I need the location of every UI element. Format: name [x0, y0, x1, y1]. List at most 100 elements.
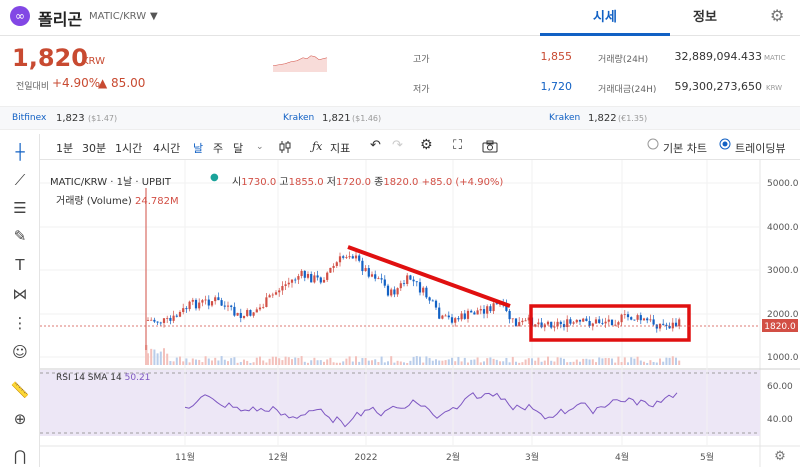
candlestick [399, 280, 402, 292]
exchange-name[interactable]: Kraken [549, 113, 581, 123]
candlestick [338, 252, 342, 267]
low-label: 저가 [413, 85, 430, 95]
function-icon[interactable]: ƒx [312, 140, 323, 153]
volume-bar [521, 362, 524, 365]
pattern-icon[interactable]: ⋈ [12, 285, 28, 303]
volume-bar [329, 357, 332, 365]
fullscreen-icon[interactable]: ⛶ [453, 138, 463, 153]
volume-legend-value: 24.782M [134, 196, 179, 207]
candlestick [396, 287, 399, 297]
candlestick [454, 316, 457, 327]
volume-bar [332, 362, 335, 365]
volume-bar [147, 353, 149, 365]
crosshair-icon[interactable]: ┼ [15, 143, 25, 161]
interval-week[interactable]: 주 [213, 142, 224, 155]
chevron-down-icon[interactable]: ⌄ [256, 142, 264, 152]
brush-icon[interactable]: ✎ [13, 227, 27, 245]
magnet-icon[interactable]: ⋂ [13, 447, 27, 465]
candlestick [486, 304, 489, 319]
price-axis-tick: 2000.0 [767, 310, 799, 320]
candlestick [457, 315, 460, 322]
basic-chart-label[interactable]: 기본 차트 [663, 142, 707, 155]
volume-bar [588, 359, 591, 365]
radio-basic-chart[interactable] [647, 138, 659, 153]
tab-market-price[interactable]: 시세 [540, 6, 670, 36]
coin-name[interactable]: 폴리곤 [38, 10, 83, 29]
candlestick [642, 317, 646, 321]
candlestick [239, 308, 242, 323]
candlestick [319, 276, 322, 285]
zoom-in-icon[interactable]: ⊕ [13, 410, 27, 428]
radio-tradingview[interactable] [719, 138, 731, 153]
exchange-name[interactable]: Kraken [283, 113, 315, 123]
candlestick [518, 317, 521, 327]
interval-1m[interactable]: 1분 [56, 142, 74, 155]
volume-bar [483, 361, 485, 365]
interval-month[interactable]: 달 [233, 142, 244, 155]
volume-bar [607, 358, 610, 365]
candlestick [553, 321, 556, 332]
candlestick [332, 263, 335, 273]
exchange-usd: (€1.35) [618, 114, 648, 123]
volume-bar [342, 361, 345, 365]
candlestick [294, 277, 297, 284]
volume-bar [617, 356, 620, 365]
volume-bar [671, 356, 674, 365]
volume-bar [515, 361, 517, 365]
volume-bar [236, 362, 239, 365]
ruler-icon[interactable]: 📏 [10, 381, 30, 399]
interval-1h[interactable]: 1시간 [115, 142, 143, 155]
change-value: +85.0 (+4.90%) [421, 177, 504, 188]
volume-bar [659, 358, 661, 365]
volume-bar [374, 359, 377, 365]
candlestick [159, 321, 162, 326]
candlestick [374, 270, 377, 282]
time-axis-tick: 12월 [268, 451, 288, 463]
amount-unit: KRW [766, 84, 783, 92]
candlestick [466, 308, 470, 323]
candlestick [601, 318, 604, 326]
exchange-name[interactable]: Bitfinex [12, 113, 47, 123]
interval-30m[interactable]: 30분 [82, 142, 107, 155]
coin-pair[interactable]: MATIC/KRW [89, 11, 147, 22]
undo-icon[interactable]: ↶ [370, 138, 381, 153]
measure-lines-icon[interactable]: ⋮ [12, 314, 28, 332]
trend-line-icon[interactable]: ⟋ [14, 171, 26, 189]
candlestick-icon[interactable] [278, 140, 292, 157]
candlestick [326, 271, 329, 282]
close-value: 1820.0 [383, 177, 419, 188]
price-chart[interactable]: 1820.0 5000.0 4000.0 3000.0 2000.0 1000.0 60.… [40, 160, 800, 467]
volume-bar [486, 358, 489, 365]
interval-day[interactable]: 날 [193, 142, 204, 155]
redo-icon[interactable]: ↷ [392, 138, 403, 153]
gear-icon[interactable]: ⚙ [774, 449, 786, 464]
gear-icon[interactable]: ⚙ [420, 137, 433, 153]
rsi-legend-label: RSI 14 SMA 14 [56, 373, 122, 383]
interval-4h[interactable]: 4시간 [153, 142, 181, 155]
tradingview-label[interactable]: 트레이딩뷰 [735, 142, 786, 155]
text-icon[interactable]: T [15, 256, 25, 274]
tab-info[interactable]: 정보 [693, 10, 717, 25]
candlestick [271, 292, 274, 298]
candlestick [345, 254, 348, 259]
candlestick [546, 320, 550, 327]
volume-bar [255, 357, 258, 365]
high-label: 고가 [413, 55, 430, 65]
volume-bar [547, 356, 549, 365]
horizontal-lines-icon[interactable]: ☰ [13, 199, 27, 217]
emoji-icon[interactable]: ☺ [12, 343, 28, 361]
indicator-button[interactable]: 지표 [330, 142, 351, 155]
volume-bar [495, 359, 498, 365]
volume-bar [467, 362, 469, 365]
camera-icon[interactable] [482, 140, 498, 156]
candlestick [521, 317, 524, 326]
volume-bar [383, 362, 386, 365]
volume-bar [265, 362, 268, 365]
candlestick [678, 317, 681, 330]
candlestick [460, 310, 463, 322]
chevron-down-icon[interactable]: ▼ [150, 11, 158, 22]
gear-icon[interactable]: ⚙ [770, 6, 785, 25]
candlestick [175, 313, 178, 318]
exchange-price: 1,822 [588, 113, 617, 124]
volume-bar [623, 357, 626, 365]
